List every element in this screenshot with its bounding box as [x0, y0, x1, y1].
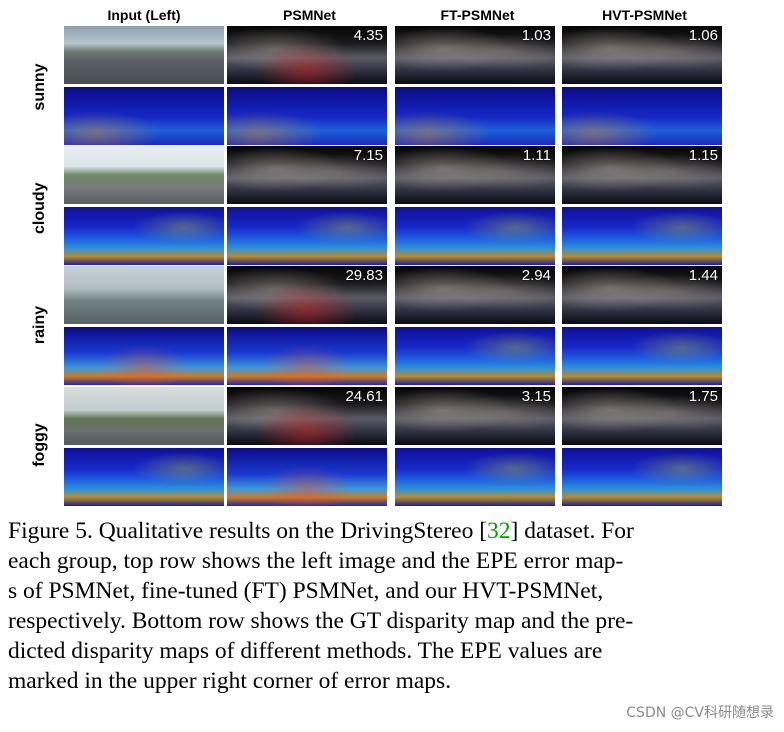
epe-value: 1.03: [521, 27, 551, 44]
error-map-psmnet-rainy: 29.83: [227, 266, 387, 324]
caption-line: dicted disparity maps of different metho…: [8, 638, 603, 664]
epe-value: 4.35: [353, 27, 383, 44]
disparity-ft-psmnet-rainy: [395, 327, 555, 385]
disparity-psmnet-foggy: [227, 448, 387, 506]
epe-value: 2.94: [521, 267, 551, 284]
epe-value: 1.15: [688, 147, 718, 164]
error-map-hvt-psmnet-rainy: 1.44: [562, 266, 722, 324]
disparity-ft-psmnet-cloudy: [395, 207, 555, 265]
row-label-cloudy: cloudy: [31, 182, 48, 234]
input-image-sunny: [64, 26, 224, 84]
error-map-ft-psmnet-foggy: 3.15: [395, 387, 555, 445]
disparity-ft-psmnet-foggy: [395, 448, 555, 506]
caption-line: respectively. Bottom row shows the GT di…: [8, 608, 634, 634]
disparity-ft-psmnet-sunny: [395, 87, 555, 145]
error-map-ft-psmnet-sunny: 1.03: [395, 26, 555, 84]
column-header-ft-psmnet: FT-PSMNet: [440, 7, 515, 23]
gt-disparity-sunny: [64, 87, 224, 145]
row-label-rainy: rainy: [31, 305, 48, 345]
disparity-psmnet-sunny: [227, 87, 387, 145]
caption-line: s of PSMNet, fine-tuned (FT) PSMNet, and…: [8, 578, 604, 604]
error-map-ft-psmnet-rainy: 2.94: [395, 266, 555, 324]
row-label-sunny: sunny: [31, 63, 48, 111]
caption-text: Figure 5. Qualitative results on the Dri…: [8, 518, 488, 544]
error-map-hvt-psmnet-cloudy: 1.15: [562, 146, 722, 204]
figure-caption: Figure 5. Qualitative results on the Dri…: [8, 516, 776, 696]
column-header-hvt-psmnet: HVT-PSMNet: [602, 7, 687, 23]
error-map-psmnet-sunny: 4.35: [227, 26, 387, 84]
input-image-cloudy: [64, 146, 224, 204]
epe-value: 1.44: [688, 267, 718, 284]
column-header-input: Input (Left): [107, 7, 181, 23]
disparity-psmnet-cloudy: [227, 207, 387, 265]
error-map-psmnet-foggy: 24.61: [227, 387, 387, 445]
epe-value: 1.06: [688, 27, 718, 44]
citation-link[interactable]: 32: [487, 518, 511, 544]
error-map-ft-psmnet-cloudy: 1.11: [395, 146, 555, 204]
disparity-psmnet-rainy: [227, 327, 387, 385]
epe-value: 3.15: [521, 388, 551, 405]
qualitative-results-figure: Input (Left) PSMNet FT-PSMNet HVT-PSMNet…: [31, 7, 722, 506]
row-label-foggy: foggy: [31, 423, 48, 467]
gt-disparity-cloudy: [64, 207, 224, 265]
watermark: CSDN @CV科研随想录: [626, 705, 774, 721]
disparity-hvt-psmnet-rainy: [562, 327, 722, 385]
column-header-psmnet: PSMNet: [283, 7, 336, 23]
epe-value: 7.15: [353, 147, 383, 164]
input-image-foggy: [64, 387, 224, 445]
gt-disparity-foggy: [64, 448, 224, 506]
caption-line: marked in the upper right corner of erro…: [8, 668, 452, 694]
gt-disparity-rainy: [64, 327, 224, 385]
caption-text: ] dataset. For: [510, 518, 634, 544]
caption-line: Figure 5. Qualitative results on the Dri…: [8, 516, 776, 546]
error-map-hvt-psmnet-foggy: 1.75: [562, 387, 722, 445]
epe-value: 24.61: [345, 388, 383, 405]
epe-value: 29.83: [345, 267, 383, 284]
epe-value: 1.11: [522, 147, 551, 164]
disparity-hvt-psmnet-foggy: [562, 448, 722, 506]
disparity-hvt-psmnet-cloudy: [562, 207, 722, 265]
disparity-hvt-psmnet-sunny: [562, 87, 722, 145]
error-map-hvt-psmnet-sunny: 1.06: [562, 26, 722, 84]
error-map-psmnet-cloudy: 7.15: [227, 146, 387, 204]
caption-line: each group, top row shows the left image…: [8, 548, 624, 574]
epe-value: 1.75: [688, 388, 718, 405]
input-image-rainy: [64, 266, 224, 324]
